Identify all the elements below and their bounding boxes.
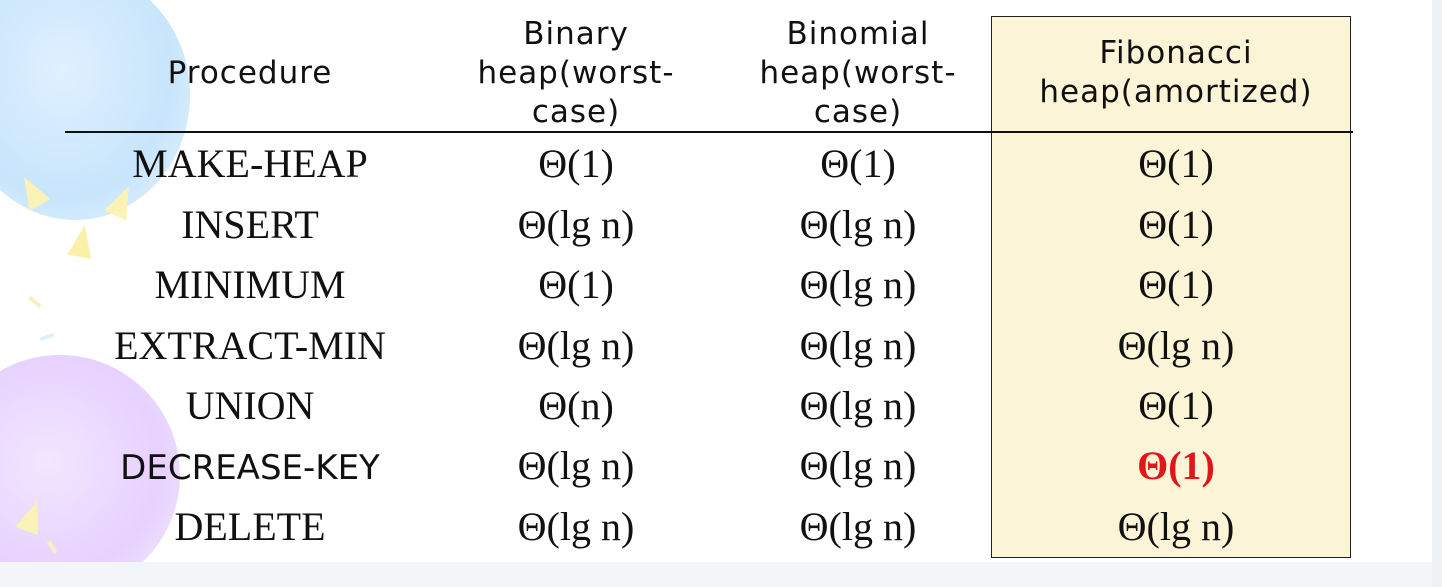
- cell-fibonacci-insert: Θ(1): [1138, 202, 1214, 247]
- fibonacci-column-highlight: [991, 16, 1351, 558]
- header-fibonacci-line: Fibonacci: [1099, 35, 1253, 71]
- cell-binomial-extract-min: Θ(lg n): [799, 323, 917, 368]
- cell-fibonacci-make-heap: Θ(1): [1138, 141, 1214, 186]
- cell-binary-insert: Θ(lg n): [517, 202, 635, 247]
- row-procedure-minimum: MINIMUM: [154, 262, 346, 307]
- row-procedure-delete: DELETE: [174, 504, 326, 549]
- header-procedure: Procedure: [65, 54, 435, 93]
- header-binary-line: heap(worst-: [477, 55, 675, 91]
- cell-binary-delete: Θ(lg n): [517, 504, 635, 549]
- header-fibonacci-heap: Fibonacci heap(amortized): [1000, 34, 1352, 112]
- header-divider: [65, 131, 1353, 133]
- slide-right-edge: [1432, 0, 1442, 587]
- cell-fibonacci-union: Θ(1): [1138, 383, 1214, 428]
- header-binary-line: Binary: [523, 16, 629, 52]
- cell-fibonacci-decrease-key-highlight: Θ(1): [1137, 443, 1215, 488]
- cell-fibonacci-delete: Θ(lg n): [1117, 504, 1235, 549]
- cell-binomial-union: Θ(lg n): [799, 383, 917, 428]
- confetti-strip-decoration: [28, 295, 42, 309]
- header-procedure-line: Procedure: [167, 55, 333, 91]
- cell-binary-union: Θ(n): [538, 383, 614, 428]
- row-procedure-insert: INSERT: [181, 202, 319, 247]
- cell-fibonacci-minimum: Θ(1): [1138, 262, 1214, 307]
- slide-bottom-band: [0, 562, 1442, 587]
- header-binomial-line: Binomial: [786, 16, 930, 52]
- cell-fibonacci-extract-min: Θ(lg n): [1117, 323, 1235, 368]
- header-binomial-heap: Binomial heap(worst- case): [717, 15, 999, 132]
- cell-binomial-decrease-key: Θ(lg n): [799, 443, 917, 488]
- cell-binary-decrease-key: Θ(lg n): [517, 443, 635, 488]
- cell-binomial-make-heap: Θ(1): [820, 141, 896, 186]
- cell-binary-make-heap: Θ(1): [538, 141, 614, 186]
- cell-binomial-minimum: Θ(lg n): [799, 262, 917, 307]
- row-procedure-union: UNION: [185, 383, 315, 428]
- header-binary-line: case): [531, 94, 621, 130]
- confetti-strip-decoration: [39, 332, 55, 342]
- row-procedure-decrease-key: DECREASE-KEY: [120, 448, 380, 488]
- row-procedure-make-heap: MAKE-HEAP: [132, 141, 368, 186]
- header-binomial-line: case): [813, 94, 903, 130]
- header-binomial-line: heap(worst-: [759, 55, 957, 91]
- header-binary-heap: Binary heap(worst- case): [435, 15, 717, 132]
- header-fibonacci-line: heap(amortized): [1039, 74, 1313, 110]
- cell-binomial-delete: Θ(lg n): [799, 504, 917, 549]
- row-procedure-extract-min: EXTRACT-MIN: [114, 323, 386, 368]
- cell-binary-extract-min: Θ(lg n): [517, 323, 635, 368]
- cell-binary-minimum: Θ(1): [538, 262, 614, 307]
- cell-binomial-insert: Θ(lg n): [799, 202, 917, 247]
